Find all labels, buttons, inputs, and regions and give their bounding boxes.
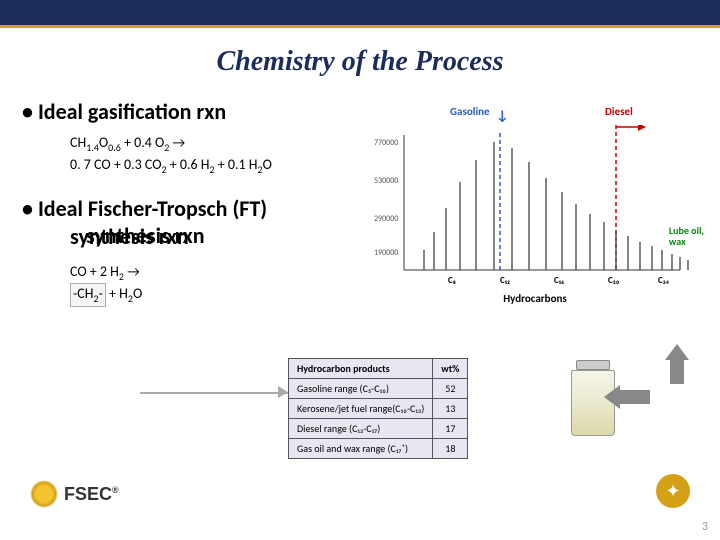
fsec-sun-icon xyxy=(30,480,58,508)
gasoline-bracket-icon: ↓ xyxy=(496,107,509,124)
svg-text:770000: 770000 xyxy=(374,138,398,148)
ch2-box: -CH2- xyxy=(70,283,106,307)
label-diesel: Diesel xyxy=(605,105,633,118)
ucf-seal-icon: ✦ xyxy=(656,474,690,508)
th-wt: wt% xyxy=(433,359,468,379)
label-lube: Lube oil, wax xyxy=(669,225,704,247)
table-row: Kerosene/jet fuel range(C₁₀-C₁₃)13 xyxy=(289,399,468,419)
svg-text:290000: 290000 xyxy=(374,214,398,224)
fsec-logo: FSEC® xyxy=(30,480,119,508)
wt-table: Hydrocarbon products wt% Gasoline range … xyxy=(288,358,468,459)
label-gasoline: Gasoline xyxy=(450,105,490,118)
eq1-line2: 0. 7 CO + 0.3 CO2 + 0.6 H2 + 0.1 H2O xyxy=(70,156,272,173)
th-products: Hydrocarbon products xyxy=(289,359,433,379)
svg-text:C₁₆: C₁₆ xyxy=(554,275,564,286)
table-row: Diesel range (C₁₃-C₁₇)17 xyxy=(289,419,468,439)
slide-title: Chemistry of the Process xyxy=(0,46,720,78)
page-number: 3 xyxy=(702,520,708,534)
table-row: Gasoline range (C₅-C₁₀)52 xyxy=(289,379,468,399)
svg-text:C₂₀: C₂₀ xyxy=(608,275,620,286)
svg-text:C₁₂: C₁₂ xyxy=(500,275,510,286)
fsec-text: FSEC® xyxy=(64,484,119,505)
top-navy-bar xyxy=(0,0,720,28)
chromatogram-chart: Gasoline ↓ Diesel 770000 530000 290000 1… xyxy=(370,105,700,305)
eq1-line1: CH1.4O0.6 + 0.4 O2 → xyxy=(70,134,185,151)
spectrum-svg: 770000 530000 290000 190000 C₈ C₁₂ C₁₆ C… xyxy=(370,125,690,290)
table-row: Gas oil and wax range (C₁₇⁺)18 xyxy=(289,439,468,459)
eq2-line1: CO + 2 H2 → xyxy=(70,263,140,280)
svg-text:530000: 530000 xyxy=(374,176,398,186)
svg-text:C₂₄: C₂₄ xyxy=(658,275,669,286)
svg-text:190000: 190000 xyxy=(374,248,398,258)
xaxis-label: Hydrocarbons xyxy=(370,292,700,305)
connector-line xyxy=(140,392,288,394)
connector-arrowhead xyxy=(278,386,288,398)
eq2-tail: + H2O xyxy=(106,285,142,302)
svg-text:C₈: C₈ xyxy=(448,275,456,286)
